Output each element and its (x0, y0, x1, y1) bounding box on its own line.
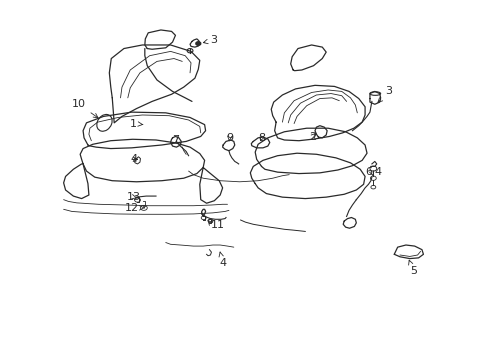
Text: 12: 12 (124, 203, 144, 213)
Text: 11: 11 (210, 220, 224, 230)
Text: 8: 8 (258, 133, 264, 143)
Text: 9: 9 (225, 133, 233, 143)
Text: 4: 4 (130, 154, 137, 164)
Text: 3: 3 (377, 86, 392, 102)
Text: 6: 6 (364, 167, 371, 177)
Text: 3: 3 (203, 35, 217, 45)
Text: 4: 4 (373, 167, 381, 177)
Text: 4: 4 (219, 252, 226, 268)
Text: 13: 13 (126, 192, 141, 202)
Text: 7: 7 (172, 135, 179, 145)
Text: 1: 1 (130, 118, 142, 129)
Circle shape (196, 42, 201, 45)
Text: 5: 5 (408, 260, 416, 276)
Text: 10: 10 (72, 99, 98, 118)
Text: 2: 2 (308, 132, 315, 142)
